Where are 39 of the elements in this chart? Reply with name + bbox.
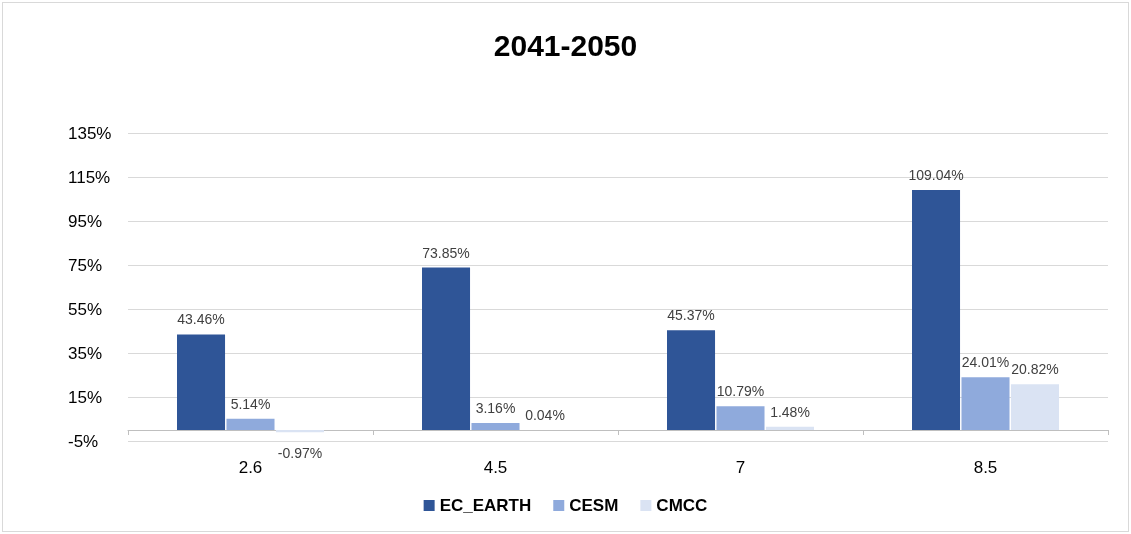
y-tick-label: 75% (68, 255, 103, 275)
x-tick-label: 4.5 (483, 458, 508, 477)
y-tick-label: 35% (68, 343, 103, 363)
data-label: 24.01% (961, 354, 1010, 371)
data-label: 1.48% (770, 403, 810, 420)
data-label: 5.14% (230, 395, 271, 412)
data-label: 3.16% (475, 400, 516, 417)
chart-title: 2041-2050 (493, 28, 638, 62)
y-tick-label: 15% (68, 387, 103, 407)
y-tick-label: 135% (68, 123, 112, 143)
data-label: 43.46% (177, 311, 225, 328)
data-label: 45.37% (667, 307, 715, 324)
bar (1010, 384, 1059, 430)
bar (226, 418, 275, 430)
y-tick-label: 55% (68, 299, 103, 319)
bar (765, 426, 814, 430)
data-label: 109.04% (908, 167, 964, 184)
legend-label: EC_EARTH (439, 496, 532, 515)
y-tick-label: 115% (68, 167, 111, 187)
data-label: -0.97% (277, 445, 323, 462)
data-label: 10.79% (716, 383, 765, 400)
x-tick-label: 7 (735, 458, 746, 477)
bar (275, 430, 324, 433)
bar (912, 190, 961, 430)
legend-label: CMCC (656, 496, 708, 515)
data-label: 73.85% (422, 244, 470, 261)
legend-label: CESM (569, 496, 619, 515)
bar (667, 330, 716, 430)
data-label: 0.04% (525, 406, 565, 423)
y-tick-label: 95% (68, 211, 103, 231)
bar (177, 334, 226, 430)
x-tick-label: 8.5 (973, 458, 998, 477)
bar (471, 423, 520, 430)
y-tick-label: -5% (68, 431, 99, 451)
bar (716, 406, 765, 430)
data-label: 20.82% (1011, 361, 1059, 378)
bar (961, 377, 1010, 430)
bar (422, 267, 471, 430)
x-tick-label: 2.6 (238, 458, 263, 477)
